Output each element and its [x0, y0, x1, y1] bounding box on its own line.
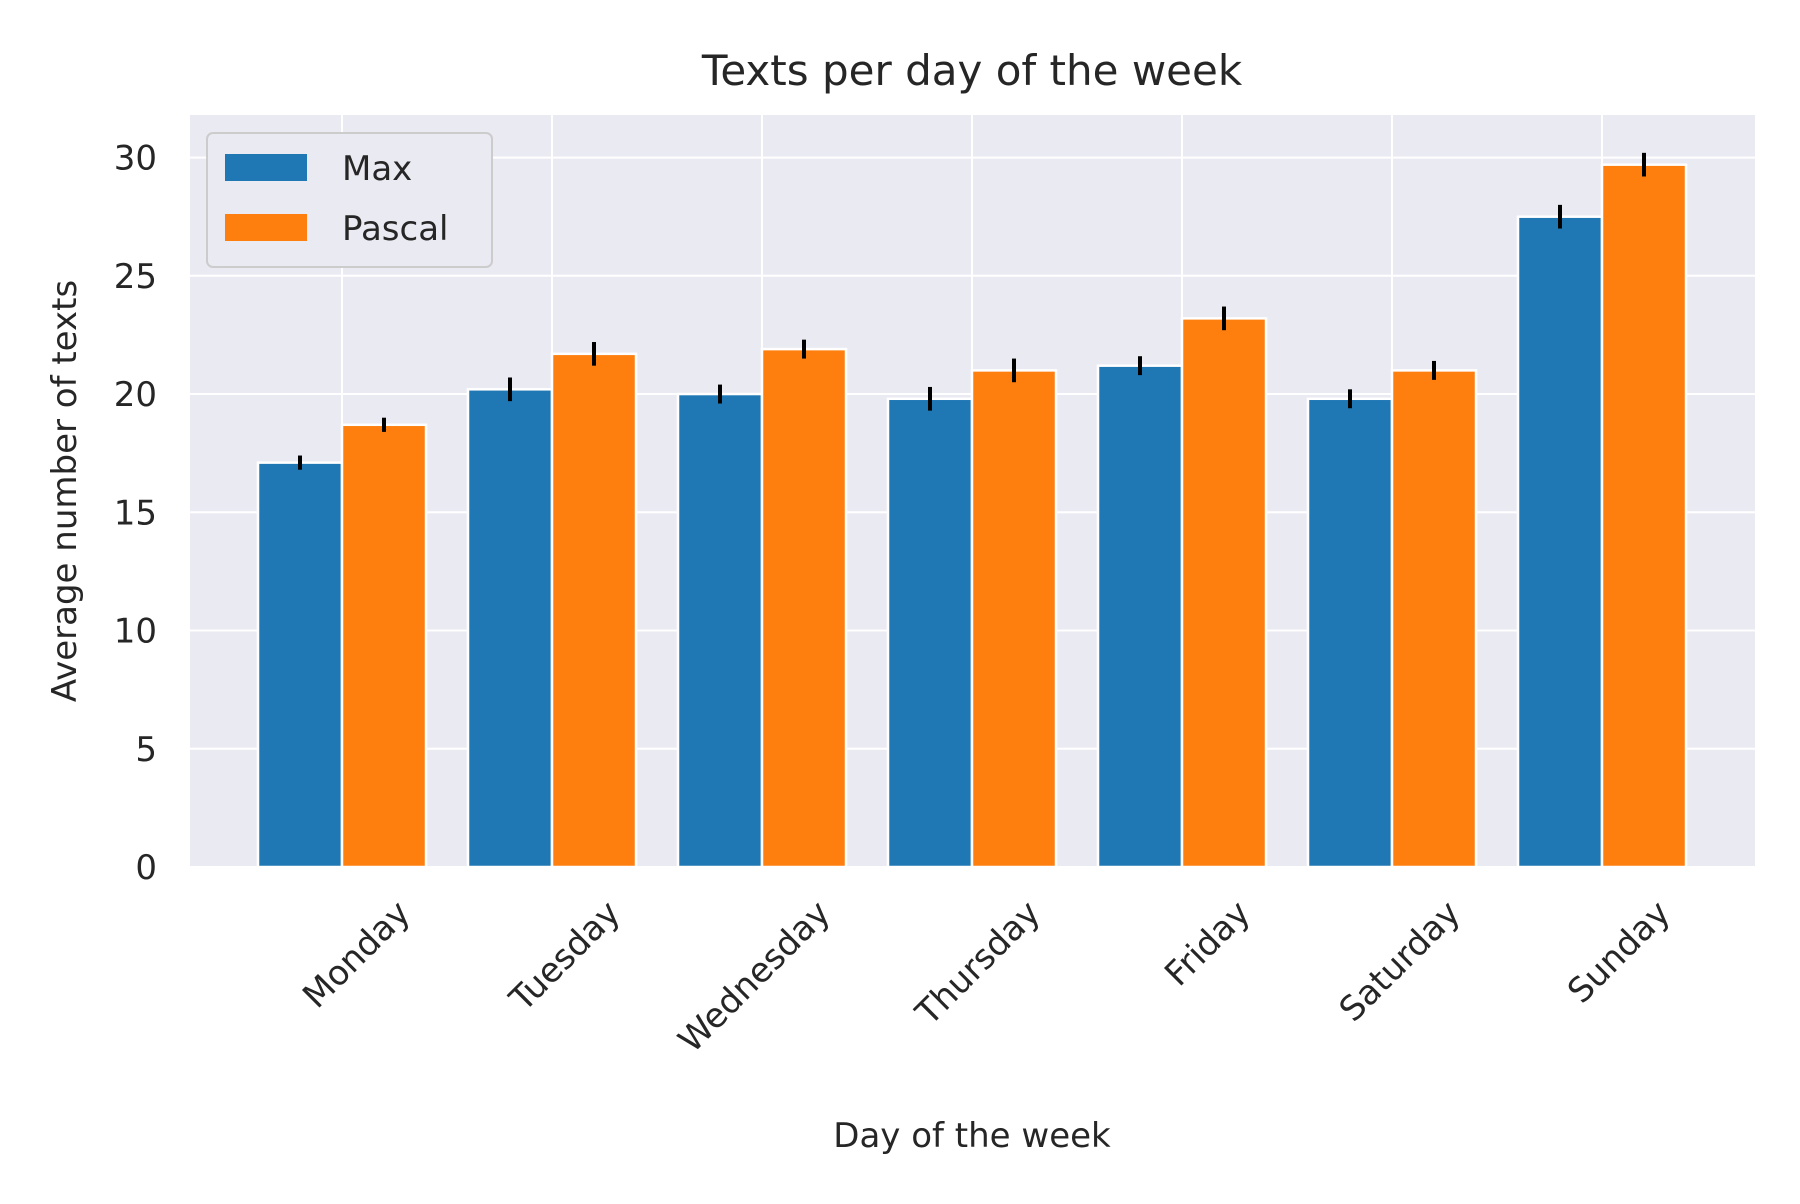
bar-max-monday	[256, 461, 344, 869]
bar-pascal-tuesday	[550, 352, 638, 869]
bar-pascal-sunday	[1600, 163, 1688, 869]
y-tick-label: 25	[114, 257, 157, 297]
y-axis-ticks: 0 5 10 15 20 25 30	[114, 139, 157, 888]
bar-max-saturday	[1306, 397, 1394, 869]
x-tick-label: Tuesday	[502, 893, 629, 1020]
chart-title: Texts per day of the week	[701, 46, 1243, 95]
y-tick-label: 30	[114, 139, 157, 179]
legend-label-pascal: Pascal	[342, 209, 449, 249]
bar-pascal-friday	[1180, 317, 1268, 869]
bars	[256, 163, 1688, 869]
x-tick-label: Saturday	[1332, 893, 1469, 1030]
bar-pascal-monday	[340, 423, 428, 869]
y-tick-label: 10	[114, 612, 157, 652]
bar-max-thursday	[886, 397, 974, 869]
legend-swatch-pascal	[225, 214, 307, 241]
bar-max-wednesday	[676, 392, 764, 869]
y-tick-label: 20	[114, 375, 157, 415]
error-bars	[298, 152, 1646, 470]
y-tick-label: 5	[135, 730, 157, 770]
bar-max-sunday	[1516, 215, 1604, 869]
x-tick-label: Wednesday	[671, 893, 838, 1060]
legend-swatch-max	[225, 154, 307, 181]
legend-label-max: Max	[342, 149, 412, 189]
legend: Max Pascal	[206, 132, 493, 268]
bar-pascal-thursday	[970, 369, 1058, 869]
y-tick-label: 0	[135, 848, 157, 888]
y-tick-label: 15	[114, 493, 157, 533]
x-axis-label: Day of the week	[833, 1116, 1111, 1156]
y-axis-label: Average number of texts	[45, 280, 85, 702]
bar-max-tuesday	[466, 388, 554, 869]
bar-pascal-saturday	[1390, 369, 1478, 869]
x-tick-label: Friday	[1157, 893, 1258, 994]
bar-pascal-wednesday	[760, 347, 848, 869]
x-axis-ticks: Monday Tuesday Wednesday Thursday Friday Satu…	[295, 893, 1678, 1060]
x-tick-label: Thursday	[908, 893, 1049, 1034]
bar-max-friday	[1096, 364, 1184, 869]
x-tick-label: Monday	[295, 893, 418, 1016]
x-tick-label: Sunday	[1560, 893, 1678, 1011]
